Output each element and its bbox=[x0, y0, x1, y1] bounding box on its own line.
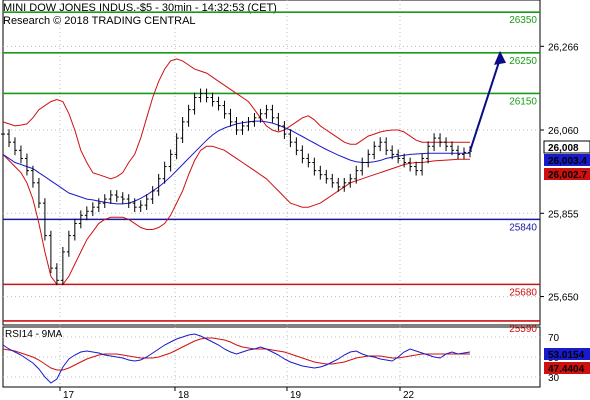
rsi-badge-bg bbox=[544, 362, 590, 374]
price-badge-bg bbox=[544, 154, 590, 166]
price-badge-bg bbox=[544, 168, 590, 180]
price-badge-2: 26,002.7 bbox=[548, 170, 587, 181]
level-label-26150: 26150 bbox=[509, 96, 537, 107]
y-tick-label: 26,266 bbox=[548, 42, 579, 53]
rsi-tick-label: 70 bbox=[548, 333, 560, 344]
y-tick-label: 25,855 bbox=[548, 209, 579, 220]
chart-copyright: Research © 2018 TRADING CENTRAL bbox=[3, 15, 196, 27]
rsi-label: RSI14 - 9MA bbox=[5, 329, 63, 340]
price-badge-bg bbox=[543, 140, 590, 154]
x-tick-label: 19 bbox=[290, 390, 302, 400]
main-panel-frame bbox=[2, 0, 541, 326]
level-label-26350: 26350 bbox=[509, 15, 537, 26]
price-badge-0: 26,008 bbox=[548, 143, 579, 154]
level-label-25680: 25680 bbox=[509, 287, 537, 298]
x-tick-label: 17 bbox=[63, 390, 75, 400]
x-tick-label: 18 bbox=[178, 390, 190, 400]
rsi-badge-1: 47.4404 bbox=[548, 364, 585, 375]
forecast-arrow-head bbox=[494, 50, 506, 65]
price-badge-1: 26,003.4 bbox=[548, 156, 587, 167]
y-tick-label: 26,060 bbox=[548, 126, 579, 137]
chart-title: MINI DOW JONES INDUS.-$5 - 30min - 14:32… bbox=[3, 2, 277, 14]
rsi-tick-label: 30 bbox=[548, 373, 560, 384]
rsi-badge-bg bbox=[544, 348, 590, 360]
rsi-line bbox=[2, 333, 471, 384]
bollinger-upper-line bbox=[2, 58, 470, 180]
y-tick-label: 25,650 bbox=[548, 293, 579, 304]
bollinger-lower-line bbox=[2, 145, 470, 285]
level-label-26250: 26250 bbox=[509, 56, 537, 67]
x-tick-label: 22 bbox=[403, 390, 415, 400]
rsi-badge-0: 53.0154 bbox=[548, 350, 585, 361]
forecast-arrow-line bbox=[469, 58, 501, 152]
rsi-ma-line bbox=[2, 337, 470, 371]
level-label-25590: 25590 bbox=[509, 324, 537, 335]
level-label-25840: 25840 bbox=[509, 222, 537, 233]
